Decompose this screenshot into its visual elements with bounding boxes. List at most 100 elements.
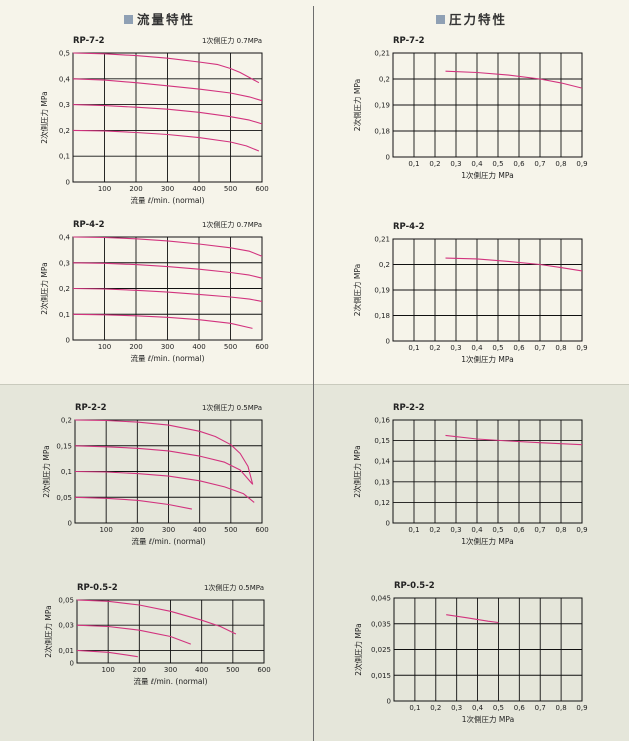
x-tick-label: 0,5 — [492, 344, 503, 352]
y-axis-label: 2次側圧力 MPa — [352, 264, 362, 316]
x-axis-label: 流量 ℓ/min. (normal) — [131, 536, 205, 546]
x-tick-label: 0,4 — [471, 344, 483, 352]
x-tick-label: 200 — [133, 666, 146, 674]
y-tick-label: 0,2 — [59, 127, 70, 135]
y-tick-label: 0,05 — [58, 597, 74, 605]
flow-characteristics-heading: 流量特性 — [124, 9, 195, 28]
x-tick-label: 500 — [224, 526, 237, 534]
x-axis-label: 流量 ℓ/min. (normal) — [133, 676, 207, 686]
series-line — [72, 129, 260, 152]
x-tick-label: 0,2 — [429, 160, 440, 168]
y-tick-label: 0,14 — [374, 458, 390, 466]
chart-flow-rp-7-2: RP-7-2 1次側圧力 0.7MPa 100 200 300 400 500 600 0 0,1… — [39, 36, 269, 205]
column-divider — [313, 6, 314, 741]
series-line — [72, 262, 263, 279]
x-tick-label: 100 — [101, 666, 114, 674]
y-tick-label: 0,4 — [59, 75, 71, 83]
series-line — [445, 257, 583, 272]
y-tick-label: 0 — [387, 698, 391, 706]
x-tick-label: 200 — [131, 526, 144, 534]
x-axis-label: 流量 ℓ/min. (normal) — [130, 353, 204, 363]
x-tick-label: 0,3 — [450, 160, 461, 168]
x-tick-label: 0,8 — [555, 160, 566, 168]
x-axis-label: 流量 ℓ/min. (normal) — [130, 195, 204, 205]
plot-frame — [392, 419, 583, 524]
x-tick-label: 0,9 — [576, 344, 587, 352]
y-tick-label: 0,1 — [59, 311, 70, 319]
x-tick-label: 0,6 — [513, 526, 525, 534]
y-tick-label: 0,4 — [59, 234, 71, 242]
x-tick-label: 100 — [98, 185, 111, 193]
y-tick-label: 0 — [70, 660, 74, 668]
y-axis-label: 2次側圧力 MPa — [39, 262, 49, 314]
series-line — [445, 434, 583, 446]
x-tick-label: 0,5 — [492, 160, 503, 168]
x-tick-label: 200 — [129, 343, 142, 351]
y-axis-label: 2次側圧力 MPa — [41, 445, 51, 497]
y-axis-label: 2次側圧力 MPa — [352, 79, 362, 131]
y-tick-label: 0,18 — [374, 128, 390, 136]
x-tick-label: 200 — [129, 185, 142, 193]
y-tick-label: 0,01 — [58, 647, 74, 655]
y-tick-label: 0,015 — [371, 672, 391, 680]
y-tick-label: 0,025 — [371, 646, 391, 654]
series-line — [76, 649, 138, 658]
heading-square-icon — [124, 15, 133, 24]
chart-flow-rp-0-5-2: RP-0.5-2 1次側圧力 0.5MPa 100 200 300 400 500 600 0 0… — [43, 583, 271, 686]
y-tick-label: 0,16 — [374, 417, 390, 425]
pressure-characteristics-heading: 圧力特性 — [436, 9, 507, 28]
y-tick-label: 0,21 — [374, 236, 390, 244]
plot-frame — [392, 238, 583, 342]
y-tick-label: 0,2 — [379, 76, 390, 84]
x-tick-label: 600 — [255, 185, 268, 193]
chart-pressure-rp-0-5-2: RP-0.5-2 0,1 0,2 0,3 0,4 0,5 0,6 0,7 0,8 0,9 0 0,01… — [353, 581, 588, 724]
series-line — [72, 52, 260, 84]
x-tick-label: 0,5 — [492, 526, 503, 534]
chart-pressure-rp-7-2: RP-7-2 0,1 0,2 0,3 0,4 0,5 0,6 0,7 0,8 0,9 0 0,18 0,… — [352, 36, 588, 180]
y-tick-label: 0,2 — [59, 285, 70, 293]
y-tick-label: 0 — [386, 154, 390, 162]
y-tick-label: 0 — [386, 338, 390, 346]
chart-title: RP-2-2 — [75, 403, 107, 413]
y-tick-label: 0 — [386, 520, 390, 528]
chart-title: RP-2-2 — [393, 403, 425, 413]
y-axis-label: 2次側圧力 MPa — [39, 91, 49, 143]
series-line — [72, 287, 263, 302]
y-tick-label: 0,03 — [58, 622, 74, 630]
plot-frame — [392, 52, 583, 158]
y-tick-label: 0,3 — [59, 259, 70, 267]
x-tick-label: 0,6 — [513, 160, 525, 168]
x-tick-label: 0,9 — [576, 526, 587, 534]
y-tick-label: 0,2 — [61, 417, 72, 425]
series-line — [446, 614, 499, 624]
series-line — [445, 70, 583, 89]
y-tick-label: 0,19 — [374, 287, 390, 295]
series-line — [72, 78, 263, 102]
x-tick-label: 0,8 — [555, 526, 566, 534]
x-tick-label: 300 — [161, 343, 174, 351]
x-tick-label: 0,1 — [408, 526, 419, 534]
chart-subtitle: 1次側圧力 0.5MPa — [202, 403, 262, 412]
y-tick-label: 0,21 — [374, 50, 390, 58]
y-axis-label: 2次側圧力 MPa — [352, 445, 362, 497]
y-tick-label: 0,035 — [371, 620, 391, 628]
y-tick-label: 0,15 — [56, 442, 72, 450]
y-tick-label: 0,2 — [379, 261, 390, 269]
x-tick-label: 100 — [99, 526, 112, 534]
y-tick-label: 0,1 — [61, 468, 72, 476]
series-line — [76, 599, 237, 635]
plot-frame — [393, 597, 583, 702]
x-tick-label: 0,4 — [472, 704, 484, 712]
x-tick-label: 0,7 — [534, 160, 545, 168]
x-tick-label: 0,8 — [556, 704, 567, 712]
chart-pressure-rp-4-2: RP-4-2 0,1 0,2 0,3 0,4 0,5 0,6 0,7 0,8 0,9 0 0,18 0,… — [352, 222, 588, 364]
x-tick-label: 0,8 — [555, 344, 566, 352]
plot-frame — [72, 52, 263, 183]
y-tick-label: 0,12 — [374, 499, 390, 507]
x-tick-label: 0,6 — [513, 344, 525, 352]
x-tick-label: 0,2 — [429, 344, 440, 352]
series-line — [72, 104, 263, 125]
heading-square-icon — [436, 15, 445, 24]
x-tick-label: 100 — [98, 343, 111, 351]
